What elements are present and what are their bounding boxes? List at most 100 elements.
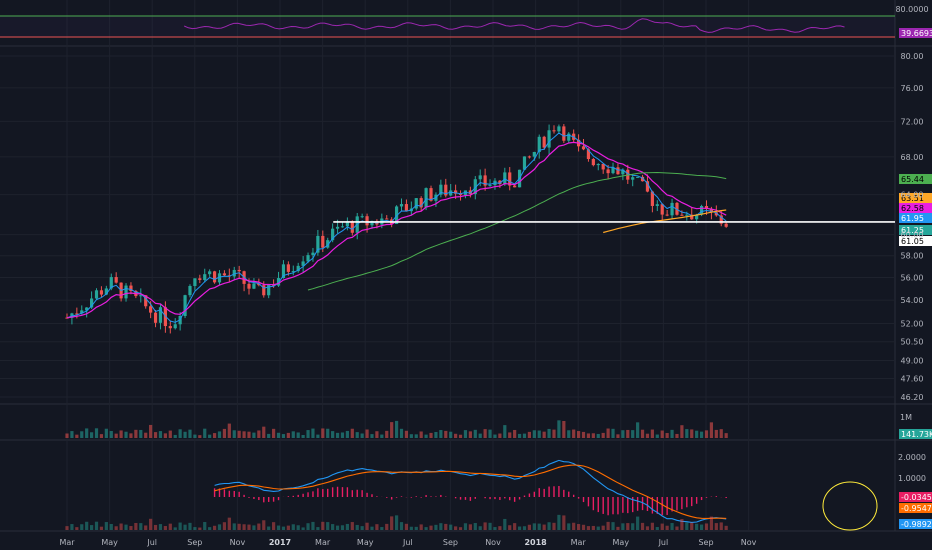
macd-volume-bar [601,525,605,530]
macd-volume-bar [409,526,413,530]
macd-histogram-bar [331,487,334,497]
macd-volume-bar [340,525,345,530]
volume-bar [508,432,512,438]
macd-volume-bar [513,523,517,530]
macd-histogram-bar [538,488,540,497]
macd-badge [899,519,932,529]
volume-panel[interactable]: 141.73K [65,420,932,439]
macd-histogram-bar [523,495,526,497]
macd-panel[interactable]: -0.0345 -0.9547 -0.9892 [65,459,932,531]
volume-bar [567,430,571,438]
volume-bar [665,433,669,438]
candle-body [183,295,187,317]
rsi-badge-label: 39.6693 [901,29,932,38]
volume-bar [547,428,551,438]
macd-histogram-bar [317,488,319,497]
x-axis-label: Nov [230,538,246,547]
macd-volume-bar [188,522,192,530]
volume-bar [212,433,217,438]
macd-volume-bar [517,526,522,530]
macd-volume-bar [350,522,354,530]
candle-body [262,285,266,296]
macd-volume-bar [203,522,207,530]
candle-body [449,190,453,196]
volume-bar [621,430,625,438]
volume-bar [375,431,379,438]
candle-body [203,274,207,280]
macd-volume-bar [222,522,227,530]
price-tick-label: 72.00 [901,117,924,126]
volume-bar [581,431,586,438]
macd-histogram-bar [410,497,413,498]
volume-bar [522,433,527,438]
volume-bar [301,434,305,438]
volume-bar [286,432,290,438]
volume-bar [178,429,182,438]
macd-histogram-bar [390,497,393,500]
volume-bar [645,433,650,438]
volume-bar [208,434,212,438]
macd-volume-bar [331,524,335,530]
volume-bar [149,424,153,438]
macd-histogram-bar [464,497,467,500]
candle-body [631,177,635,180]
macd-histogram-bar [454,497,457,499]
macd-histogram-bar [243,494,245,497]
price-badge [899,236,932,246]
volume-bar [719,429,723,438]
macd-histogram-bar [686,497,688,508]
candle-body [370,220,374,226]
macd-volume-bar [149,518,153,530]
candle-body [188,285,192,296]
macd-volume-bar [208,527,212,530]
macd-volume-bar [193,527,197,530]
macd-volume-bar [419,524,423,530]
volume-bar [163,433,167,438]
volume-bar [409,434,413,438]
macd-volume-bar [276,525,281,530]
macd-badge-label: -0.0345 [901,493,932,502]
candle-body [335,226,340,229]
candle-body [675,202,679,215]
macd-histogram-bar [336,486,339,497]
macd-volume-bar [306,523,310,530]
candle-body [217,273,222,283]
macd-volume-bar [547,522,551,530]
macd-histogram-bar [656,497,659,514]
price-tick-label: 50.50 [901,338,924,347]
candle-body [208,271,212,275]
macd-volume-bar [217,524,222,530]
macd-volume-bar [65,526,69,530]
candle-body [144,295,148,307]
price-badge [899,225,932,235]
macd-volume-bar [537,523,541,530]
macd-tick-label: 1.0000 [898,474,926,483]
rsi-line [183,18,845,33]
macd-volume-bar [468,524,472,530]
rsi-panel[interactable]: 39.6693 [0,15,932,38]
macd-volume-bar [670,523,674,530]
volume-bar [527,431,532,438]
candle-body [562,126,566,141]
candle-body [321,235,325,248]
macd-volume-bar [267,526,271,530]
annotation-circle[interactable] [822,481,878,531]
candle-body [488,185,492,187]
volume-bar [257,430,261,438]
candle-body [414,198,418,209]
candle-body [547,130,551,148]
volume-bar [281,434,286,438]
candle-body [237,269,241,272]
volume-bar [576,431,581,438]
candle-body [655,204,659,206]
macd-histogram-bar [435,496,437,497]
price-badge-label: 63.51 [901,194,924,203]
candle-body [645,181,650,192]
macd-volume-bar [262,520,266,530]
macd-volume-bar [690,522,694,530]
macd-volume-bar [508,525,512,530]
volume-bar [586,433,591,438]
macd-badge [899,503,932,513]
